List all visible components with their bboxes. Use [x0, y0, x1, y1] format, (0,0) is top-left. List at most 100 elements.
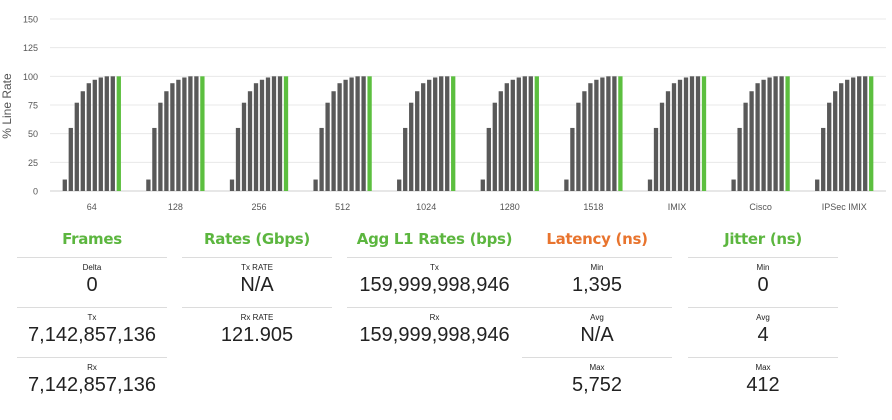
latency-title: Latency (ns) [546, 230, 648, 248]
jitter-max-value: 412 [746, 374, 780, 396]
bar [361, 76, 366, 191]
bar [271, 76, 277, 191]
jitter-title: Jitter (ns) [724, 230, 802, 248]
frames-delta-cell: Delta 0 [17, 257, 167, 307]
bar [534, 76, 539, 191]
bar [182, 77, 187, 191]
latency-max-value: 5,752 [571, 374, 623, 396]
bar [247, 91, 253, 191]
x-tick-label: Cisco [749, 202, 772, 212]
rates-tx-value: N/A [240, 274, 274, 296]
latency-max-label: Max [589, 363, 605, 372]
bar [731, 179, 736, 191]
bar [695, 76, 701, 191]
x-tick-label: IMIX [668, 202, 687, 212]
bar [576, 102, 581, 191]
bar [689, 76, 695, 191]
bar [110, 76, 115, 191]
bar [80, 91, 85, 191]
agg-tx-cell: Tx 159,999,998,946 [347, 257, 522, 307]
bar [612, 76, 617, 191]
chart-gridlines [50, 18, 886, 192]
bar [737, 127, 742, 191]
frames-delta-value: 0 [86, 274, 98, 296]
bar [647, 179, 653, 191]
y-axis-label: % Line Rate [0, 73, 14, 139]
bar [773, 76, 778, 191]
rates-rx-cell: Rx RATE 121.905 [182, 307, 332, 357]
latency-avg-label: Avg [590, 313, 604, 322]
bar [683, 77, 689, 191]
bar [761, 79, 766, 191]
bar [749, 91, 754, 191]
latency-min-label: Min [590, 263, 604, 272]
bar [821, 127, 826, 191]
rates-tx-cell: Tx RATE N/A [182, 257, 332, 307]
agg-tx-value: 159,999,998,946 [359, 274, 510, 296]
bar [433, 77, 438, 191]
bar [492, 102, 497, 191]
y-tick-label: 50 [28, 129, 38, 139]
bar [504, 83, 509, 191]
bar [480, 179, 485, 191]
bar [104, 76, 109, 191]
bar [277, 76, 283, 191]
chart-bars [62, 76, 874, 191]
x-axis-ticks: 64 128 256 512 1024 1280 1518 IMIX Cisco IPSec IM… [87, 202, 867, 212]
bar [839, 83, 844, 191]
y-tick-label: 75 [28, 101, 38, 111]
bar [653, 127, 659, 191]
bar [349, 77, 354, 191]
frames-rx-value: 7,142,857,136 [28, 374, 156, 396]
bar [451, 76, 456, 191]
frames-tx-value: 7,142,857,136 [28, 324, 156, 346]
bar [659, 102, 665, 191]
rates-tx-label: Tx RATE [241, 263, 273, 272]
bar [403, 127, 408, 191]
y-tick-label: 25 [28, 158, 38, 168]
bar [194, 76, 199, 191]
jitter-max-label: Max [755, 363, 771, 372]
bar [516, 77, 521, 191]
bar [235, 127, 241, 191]
rates-rx-value: 121.905 [220, 324, 294, 346]
y-tick-label: 125 [23, 43, 38, 53]
agg-tx-label: Tx [430, 263, 439, 272]
jitter-avg-value: 4 [757, 324, 769, 346]
bar [528, 76, 533, 191]
x-tick-label: 256 [251, 202, 266, 212]
bar [522, 76, 527, 191]
bar [259, 79, 265, 191]
jitter-min-cell: Min 0 [688, 257, 838, 307]
bar [325, 102, 330, 191]
frames-tx-cell: Tx 7,142,857,136 [17, 307, 167, 357]
bar [265, 77, 271, 191]
bar [283, 76, 289, 191]
bar [863, 76, 868, 191]
bar [851, 77, 856, 191]
bar [68, 127, 73, 191]
y-tick-label: 100 [23, 72, 38, 82]
bar [486, 127, 491, 191]
bar [665, 91, 671, 191]
bar [815, 179, 820, 191]
y-tick-label: 0 [33, 187, 38, 197]
bar [421, 83, 426, 191]
bar [743, 102, 748, 191]
latency-avg-cell: Avg N/A [522, 307, 672, 357]
agg-rx-value: 159,999,998,946 [359, 324, 510, 346]
x-tick-label: 512 [335, 202, 350, 212]
bar [833, 91, 838, 191]
bar [164, 91, 169, 191]
jitter-min-label: Min [756, 263, 770, 272]
bar [188, 76, 193, 191]
bar [343, 79, 348, 191]
bar [331, 91, 336, 191]
x-tick-label: 1518 [583, 202, 603, 212]
frames-title: Frames [62, 230, 122, 248]
bar [253, 83, 259, 191]
bar [588, 83, 593, 191]
bar [397, 179, 402, 191]
frames-delta-label: Delta [82, 263, 102, 272]
bar [845, 79, 850, 191]
